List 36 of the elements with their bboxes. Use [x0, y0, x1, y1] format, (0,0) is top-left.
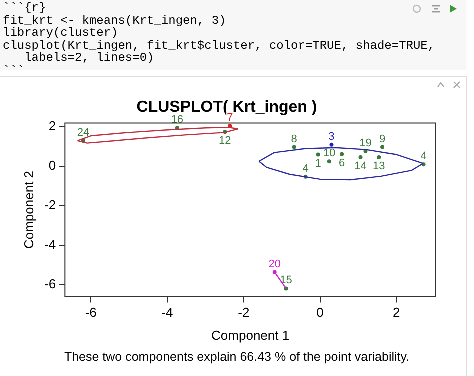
annotation: 6: [338, 157, 346, 170]
text: These two components explain 66.43 % of the point variability.: [63, 350, 411, 364]
annotation: 8: [291, 133, 298, 146]
y-tick-label: 2: [48, 118, 56, 134]
annotation: 10: [323, 148, 336, 160]
annotation: 15: [280, 274, 292, 287]
annotation: 7: [227, 112, 234, 124]
x-tick-label: 0: [316, 305, 324, 320]
text: fit_krt <- kmeans(Krt_ingen, 3): [3, 14, 228, 28]
annotation: 9: [379, 133, 386, 146]
annotation: 1: [315, 158, 322, 170]
annotation: 13: [372, 160, 386, 173]
y-tick-label: 0: [48, 158, 56, 174]
text: ```{r}: [3, 1, 48, 15]
annotation: 12: [219, 135, 232, 148]
y-axis-title: Component 2: [21, 170, 36, 250]
annotation: 14: [354, 160, 367, 173]
annotation: 4: [302, 162, 309, 175]
text: library(cluster): [3, 26, 118, 40]
annotation: 20: [268, 258, 281, 270]
x-tick-label: -2: [238, 305, 250, 320]
annotation: 4: [420, 150, 427, 163]
annotation: 16: [171, 114, 184, 126]
y-tick-label: -4: [44, 237, 56, 252]
x-tick-label: 2: [393, 305, 400, 320]
y-tick-label: -2: [44, 198, 56, 213]
annotation: 19: [360, 137, 372, 150]
x-axis-title: Component 1: [212, 328, 290, 343]
annotation: 3: [328, 130, 335, 143]
text: clusplot(Krt_ingen, fit_krt$cluster, color=TRUE, shade=TRUE,: [3, 38, 436, 52]
y-tick-label: -6: [44, 276, 56, 292]
annotation: 24: [77, 126, 90, 139]
text: ```: [3, 64, 26, 78]
text: labels=2, lines=0): [24, 51, 154, 65]
x-tick-label: -4: [162, 305, 174, 320]
x-tick-label: -6: [85, 305, 97, 320]
